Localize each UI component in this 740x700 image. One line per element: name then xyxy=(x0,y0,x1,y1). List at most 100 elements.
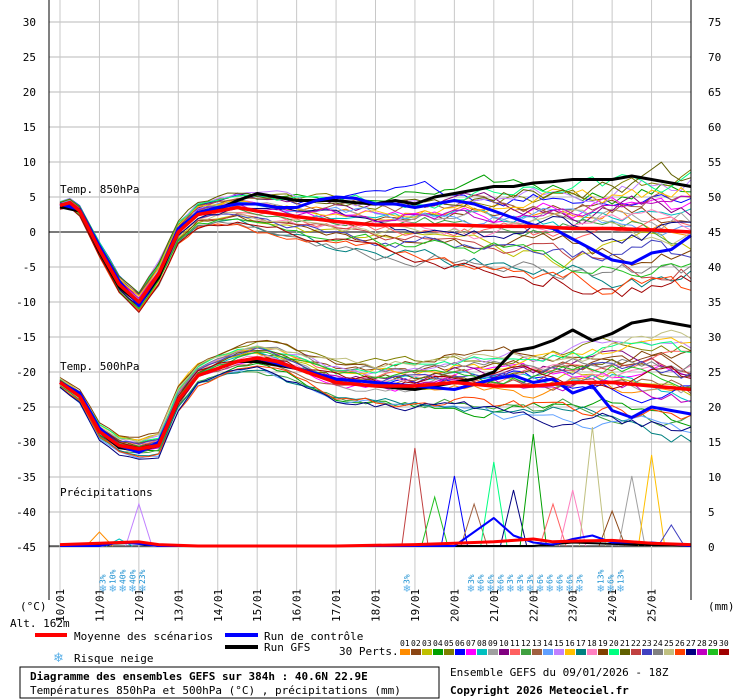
right-tick-label: 60 xyxy=(708,121,721,134)
left-tick-label: 0 xyxy=(29,226,36,239)
x-tick-label: 19/01 xyxy=(409,589,422,622)
snowflake-icon: ❄ xyxy=(526,584,534,595)
legend-mean-label: Moyenne des scénarios xyxy=(74,630,213,643)
pert-number: 16 xyxy=(565,639,575,648)
pert-number: 08 xyxy=(477,639,487,648)
pert-number: 14 xyxy=(543,639,553,648)
pert-color-swatch xyxy=(400,649,410,655)
pert-number: 15 xyxy=(554,639,564,648)
pert-color-swatch xyxy=(444,649,454,655)
pert-precip-spike xyxy=(401,447,429,547)
snowflake-icon: ❄ xyxy=(477,584,485,595)
pert-precip-spike xyxy=(657,524,685,547)
pert-precip-spike xyxy=(85,531,113,547)
snow-risk-percent: 13% xyxy=(597,569,606,584)
pert-number: 21 xyxy=(620,639,630,648)
snowflake-icon: ❄ xyxy=(516,584,524,595)
pert-color-swatch xyxy=(477,649,487,655)
snowflake-icon: ❄ xyxy=(496,584,504,595)
snowflake-icon: ❄ xyxy=(138,584,146,595)
altitude-label: Alt. 162m xyxy=(10,617,70,630)
pert-number: 24 xyxy=(653,639,663,648)
right-tick-label: 15 xyxy=(708,436,721,449)
snow-risk-percent: 3% xyxy=(403,574,412,584)
right-tick-label: 65 xyxy=(708,86,721,99)
pert-number: 19 xyxy=(598,639,608,648)
snowflake-icon: ❄ xyxy=(606,584,614,595)
left-tick-label: 25 xyxy=(23,51,36,64)
pert-color-swatch xyxy=(719,649,729,655)
snow-risk-percent: 40% xyxy=(118,569,127,584)
snowflake-icon: ❄ xyxy=(597,584,605,595)
snow-risk-percent: 6% xyxy=(477,574,486,584)
pert-number: 13 xyxy=(532,639,542,648)
left-tick-label: 30 xyxy=(23,16,36,29)
right-tick-label: 20 xyxy=(708,401,721,414)
pert-color-swatch xyxy=(554,649,564,655)
pert-color-swatch xyxy=(708,649,718,655)
mean-precip-line xyxy=(59,537,692,548)
x-tick-label: 16/01 xyxy=(291,589,304,622)
pert-850-line xyxy=(59,205,692,310)
x-tick-label: 23/01 xyxy=(567,589,580,622)
x-tick-label: 17/01 xyxy=(330,589,343,622)
left-tick-label: -5 xyxy=(23,261,36,274)
pert-number: 20 xyxy=(609,639,619,648)
x-tick-label: 24/01 xyxy=(606,589,619,622)
snow-risk-percent: 3% xyxy=(99,574,108,584)
right-tick-label: 25 xyxy=(708,366,721,379)
left-tick-label: -45 xyxy=(16,541,36,554)
right-tick-label: 40 xyxy=(708,261,721,274)
x-tick-label: 25/01 xyxy=(646,589,659,622)
left-tick-label: -20 xyxy=(16,366,36,379)
mean-500-line xyxy=(58,356,692,451)
pert-number: 03 xyxy=(422,639,432,648)
pert-number: 06 xyxy=(455,639,465,648)
pert-number: 22 xyxy=(631,639,641,648)
pert-number: 17 xyxy=(576,639,586,648)
snowflake-icon: ❄ xyxy=(487,584,495,595)
right-tick-label: 45 xyxy=(708,226,721,239)
pert-precip-spike xyxy=(637,454,666,547)
left-tick-label: -35 xyxy=(16,471,36,484)
annotation-t850: Temp. 850hPa xyxy=(60,183,139,196)
right-tick-label: 50 xyxy=(708,191,721,204)
right-tick-label: 5 xyxy=(708,506,715,519)
snowflake-icon: ❄ xyxy=(556,584,564,595)
pert-color-swatch xyxy=(521,649,531,655)
left-tick-label: -15 xyxy=(16,331,36,344)
snow-risk-percent: 3% xyxy=(506,574,515,584)
pert-number: 05 xyxy=(444,639,454,648)
pert-color-swatch xyxy=(642,649,652,655)
pert-number: 09 xyxy=(488,639,498,648)
pert-precip-spike xyxy=(539,502,567,547)
snow-risk-percent: 23% xyxy=(138,569,147,584)
copyright: Copyright 2026 Meteociel.fr xyxy=(450,684,629,697)
right-tick-label: 55 xyxy=(708,156,721,169)
left-tick-label: -25 xyxy=(16,401,36,414)
snowflake-icon: ❄ xyxy=(467,584,475,595)
pert-color-swatch xyxy=(543,649,553,655)
snow-risk-percent: 6% xyxy=(487,574,496,584)
snowflake-icon: ❄ xyxy=(99,584,107,595)
footer-title: Diagramme des ensembles GEFS sur 384h : … xyxy=(30,670,368,683)
right-tick-label: 75 xyxy=(708,16,721,29)
left-axis-unit: (°C) xyxy=(20,600,47,613)
snowflake-icon: ❄ xyxy=(565,584,573,595)
pert-number: 23 xyxy=(642,639,652,648)
x-tick-label: 12/01 xyxy=(133,589,146,622)
perturbations-legend: 01 02 03 04 05 06 07 08 09 10 11 12 13 14 15 16 17 18 19 20… xyxy=(400,639,729,655)
pert-color-swatch xyxy=(631,649,641,655)
snow-risk-percent: 6% xyxy=(606,574,615,584)
snow-risk-percent: 6% xyxy=(496,574,505,584)
pert-precip-spike xyxy=(480,461,508,547)
snow-risk-percent: 6% xyxy=(565,574,574,584)
pert-500-line xyxy=(59,366,692,460)
pert-500-line xyxy=(59,371,692,454)
snowflake-icon: ❄ xyxy=(118,584,126,595)
pert-color-swatch xyxy=(664,649,674,655)
snow-risk-percent: 3% xyxy=(516,574,525,584)
annotation-t500: Temp. 500hPa xyxy=(60,360,139,373)
pert-number: 12 xyxy=(521,639,531,648)
